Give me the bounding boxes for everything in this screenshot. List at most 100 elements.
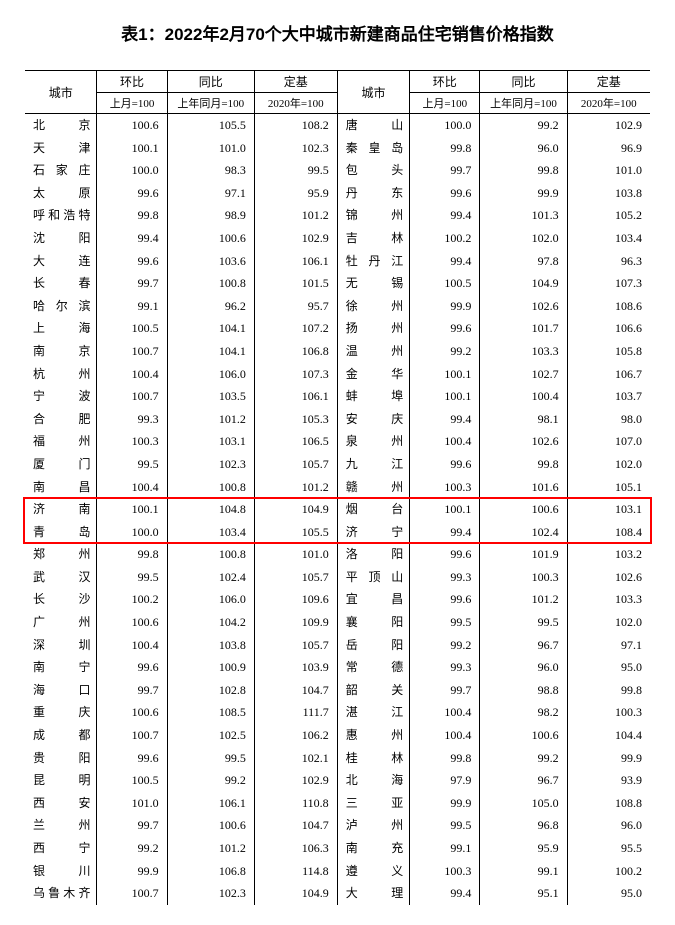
base-value: 104.9 [254,882,337,905]
base-value: 105.7 [254,566,337,589]
mom-value: 100.4 [97,634,167,657]
city-name: 秦皇岛 [337,137,410,160]
yoy-value: 96.2 [167,295,254,318]
table-row: 厦 门99.5102.3105.7九 江99.699.8102.0 [25,453,650,476]
yoy-value: 100.3 [480,566,567,589]
mom-value: 100.6 [97,611,167,634]
mom-value: 100.5 [97,317,167,340]
yoy-value: 104.1 [167,340,254,363]
mom-value: 99.8 [97,204,167,227]
yoy-value: 101.6 [480,476,567,499]
base-value: 103.9 [254,656,337,679]
yoy-value: 98.2 [480,701,567,724]
table-row: 宁 波100.7103.5106.1蚌 埠100.1100.4103.7 [25,385,650,408]
yoy-value: 104.8 [167,498,254,521]
mom-value: 99.8 [410,747,480,770]
city-name: 石家庄 [25,159,97,182]
city-name: 包 头 [337,159,410,182]
table-row: 北 京100.6105.5108.2唐 山100.099.2102.9 [25,114,650,137]
yoy-value: 96.0 [480,137,567,160]
mom-value: 99.6 [97,747,167,770]
table-row: 深 圳100.4103.8105.7岳 阳99.296.797.1 [25,634,650,657]
city-name: 惠 州 [337,724,410,747]
th-mom-sub-left: 上月=100 [97,93,167,114]
table-row: 呼和浩特99.898.9101.2锦 州99.4101.3105.2 [25,204,650,227]
base-value: 106.2 [254,724,337,747]
mom-value: 100.5 [410,272,480,295]
yoy-value: 100.6 [480,498,567,521]
yoy-value: 106.0 [167,363,254,386]
city-name: 烟 台 [337,498,410,521]
yoy-value: 100.8 [167,543,254,566]
yoy-value: 103.3 [480,340,567,363]
yoy-value: 99.8 [480,159,567,182]
mom-value: 99.6 [410,317,480,340]
city-name: 大 理 [337,882,410,905]
base-value: 106.3 [254,837,337,860]
base-value: 95.7 [254,295,337,318]
mom-value: 101.0 [97,792,167,815]
base-value: 102.0 [567,453,650,476]
base-value: 105.8 [567,340,650,363]
yoy-value: 100.6 [167,227,254,250]
base-value: 108.6 [567,295,650,318]
base-value: 105.7 [254,634,337,657]
base-value: 96.9 [567,137,650,160]
mom-value: 99.4 [410,882,480,905]
city-name: 成 都 [25,724,97,747]
mom-value: 100.3 [410,476,480,499]
mom-value: 99.2 [410,340,480,363]
base-value: 103.8 [567,182,650,205]
yoy-value: 101.2 [167,408,254,431]
base-value: 95.0 [567,656,650,679]
base-value: 114.8 [254,860,337,883]
table-row: 南 京100.7104.1106.8温 州99.2103.3105.8 [25,340,650,363]
th-mom-left: 环比 [97,71,167,93]
mom-value: 100.7 [97,724,167,747]
city-name: 岳 阳 [337,634,410,657]
table-row: 郑 州99.8100.8101.0洛 阳99.6101.9103.2 [25,543,650,566]
table-row: 合 肥99.3101.2105.3安 庆99.498.198.0 [25,408,650,431]
city-name: 昆 明 [25,769,97,792]
base-value: 99.9 [567,747,650,770]
yoy-value: 95.9 [480,837,567,860]
yoy-value: 104.2 [167,611,254,634]
yoy-value: 105.0 [480,792,567,815]
yoy-value: 101.7 [480,317,567,340]
mom-value: 99.6 [410,453,480,476]
city-name: 上 海 [25,317,97,340]
mom-value: 100.3 [97,430,167,453]
mom-value: 99.2 [97,837,167,860]
yoy-value: 99.2 [167,769,254,792]
base-value: 99.8 [567,679,650,702]
yoy-value: 103.4 [167,521,254,544]
yoy-value: 104.1 [167,317,254,340]
base-value: 93.9 [567,769,650,792]
yoy-value: 103.1 [167,430,254,453]
city-name: 兰 州 [25,814,97,837]
yoy-value: 96.7 [480,769,567,792]
base-value: 103.4 [567,227,650,250]
mom-value: 99.9 [410,295,480,318]
city-name: 武 汉 [25,566,97,589]
table-row: 南 宁99.6100.9103.9常 德99.396.095.0 [25,656,650,679]
city-name: 湛 江 [337,701,410,724]
mom-value: 100.0 [97,521,167,544]
base-value: 102.0 [567,611,650,634]
city-name: 呼和浩特 [25,204,97,227]
yoy-value: 100.8 [167,476,254,499]
city-name: 西 宁 [25,837,97,860]
mom-value: 99.7 [97,272,167,295]
mom-value: 99.6 [97,250,167,273]
base-value: 102.9 [254,227,337,250]
city-name: 牡丹江 [337,250,410,273]
mom-value: 99.3 [410,656,480,679]
table-row: 哈尔滨99.196.295.7徐 州99.9102.6108.6 [25,295,650,318]
city-name: 洛 阳 [337,543,410,566]
table-row: 杭 州100.4106.0107.3金 华100.1102.7106.7 [25,363,650,386]
base-value: 95.0 [567,882,650,905]
mom-value: 100.1 [97,137,167,160]
city-name: 西 安 [25,792,97,815]
mom-value: 100.2 [410,227,480,250]
mom-value: 99.1 [97,295,167,318]
